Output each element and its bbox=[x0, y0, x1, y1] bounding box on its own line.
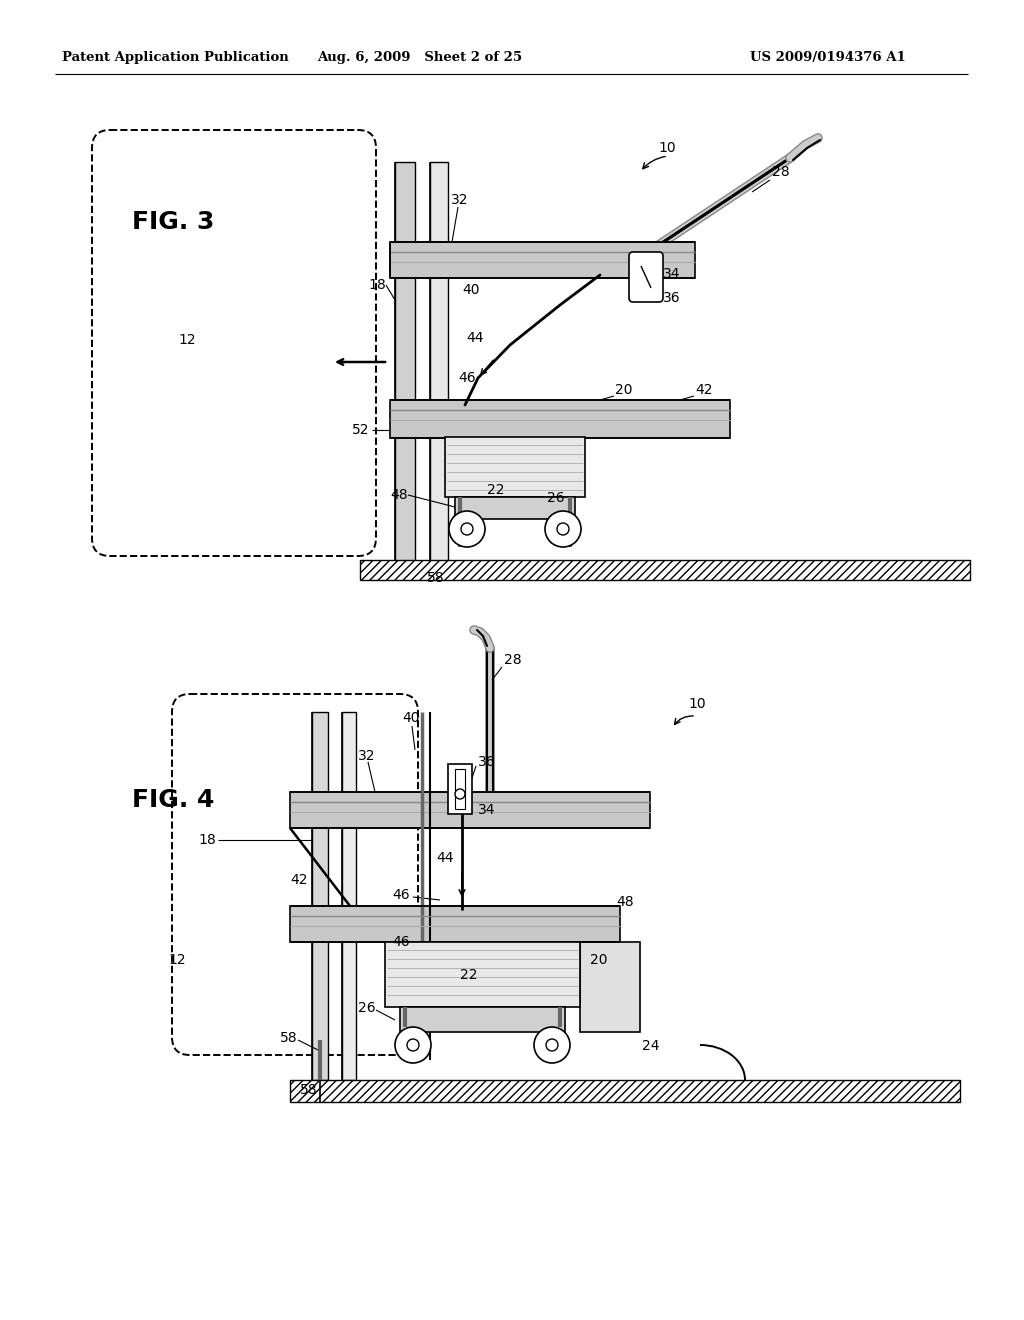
Text: 12: 12 bbox=[168, 953, 185, 968]
Text: Patent Application Publication: Patent Application Publication bbox=[62, 51, 289, 65]
Bar bbox=[312, 711, 328, 1080]
Text: 52: 52 bbox=[352, 422, 370, 437]
Text: 40: 40 bbox=[462, 282, 479, 297]
Text: 58: 58 bbox=[280, 1031, 298, 1045]
Text: 48: 48 bbox=[390, 488, 408, 502]
Bar bbox=[455, 498, 575, 519]
Bar bbox=[390, 400, 730, 438]
FancyBboxPatch shape bbox=[92, 129, 376, 556]
Bar bbox=[390, 242, 695, 279]
Text: 22: 22 bbox=[460, 968, 477, 982]
Text: 20: 20 bbox=[590, 953, 607, 968]
Text: FIG. 3: FIG. 3 bbox=[132, 210, 214, 234]
Text: 22: 22 bbox=[487, 483, 505, 498]
Text: 32: 32 bbox=[451, 193, 469, 207]
FancyBboxPatch shape bbox=[172, 694, 418, 1055]
Text: 26: 26 bbox=[358, 1001, 376, 1015]
Text: 42: 42 bbox=[695, 383, 713, 397]
Text: 58: 58 bbox=[427, 572, 444, 585]
Text: 58: 58 bbox=[300, 1082, 317, 1097]
Bar bbox=[430, 162, 449, 576]
Text: 12: 12 bbox=[178, 333, 196, 347]
Text: 34: 34 bbox=[478, 803, 496, 817]
Bar bbox=[360, 560, 970, 579]
Bar bbox=[400, 1007, 565, 1032]
Bar bbox=[342, 711, 356, 1080]
Text: 32: 32 bbox=[358, 748, 376, 763]
Text: 46: 46 bbox=[458, 371, 475, 385]
Text: 46: 46 bbox=[392, 888, 410, 902]
Text: 28: 28 bbox=[772, 165, 790, 180]
Text: FIG. 4: FIG. 4 bbox=[132, 788, 214, 812]
Bar bbox=[290, 792, 650, 828]
Text: 10: 10 bbox=[658, 141, 676, 154]
Circle shape bbox=[449, 511, 485, 546]
Bar bbox=[290, 906, 620, 942]
Bar bbox=[455, 770, 465, 809]
Text: 18: 18 bbox=[198, 833, 216, 847]
Circle shape bbox=[557, 523, 569, 535]
Text: 10: 10 bbox=[688, 697, 706, 711]
Text: Aug. 6, 2009   Sheet 2 of 25: Aug. 6, 2009 Sheet 2 of 25 bbox=[317, 51, 522, 65]
Bar bbox=[580, 942, 640, 1032]
Circle shape bbox=[534, 1027, 570, 1063]
FancyBboxPatch shape bbox=[629, 252, 663, 302]
Text: 44: 44 bbox=[466, 331, 483, 345]
Text: 46: 46 bbox=[392, 935, 410, 949]
Text: 40: 40 bbox=[402, 711, 420, 725]
Text: 18: 18 bbox=[368, 279, 386, 292]
Text: US 2009/0194376 A1: US 2009/0194376 A1 bbox=[750, 51, 906, 65]
Text: 20: 20 bbox=[615, 383, 633, 397]
Circle shape bbox=[395, 1027, 431, 1063]
Circle shape bbox=[407, 1039, 419, 1051]
Text: 28: 28 bbox=[504, 653, 521, 667]
Text: 44: 44 bbox=[436, 851, 454, 865]
Text: 24: 24 bbox=[642, 1039, 659, 1053]
Bar bbox=[449, 764, 472, 814]
Bar bbox=[445, 437, 585, 498]
Bar bbox=[385, 942, 580, 1007]
Circle shape bbox=[545, 511, 581, 546]
Text: 36: 36 bbox=[478, 755, 496, 770]
Text: 34: 34 bbox=[663, 267, 681, 281]
Bar bbox=[395, 162, 415, 576]
Circle shape bbox=[461, 523, 473, 535]
Text: 48: 48 bbox=[616, 895, 634, 909]
Bar bbox=[290, 1080, 961, 1102]
Circle shape bbox=[455, 789, 465, 799]
Text: 36: 36 bbox=[663, 290, 681, 305]
Text: 42: 42 bbox=[290, 873, 307, 887]
Text: 26: 26 bbox=[547, 491, 564, 506]
Circle shape bbox=[546, 1039, 558, 1051]
